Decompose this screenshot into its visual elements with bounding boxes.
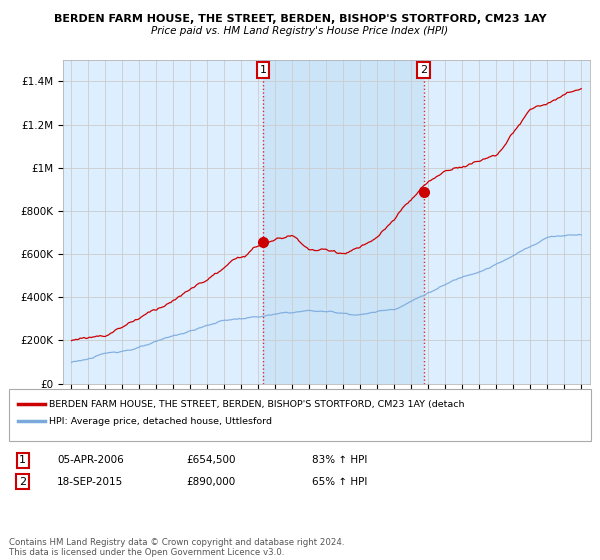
Text: 1: 1 — [19, 455, 26, 465]
Text: HPI: Average price, detached house, Uttlesford: HPI: Average price, detached house, Uttl… — [49, 417, 272, 426]
Text: Contains HM Land Registry data © Crown copyright and database right 2024.
This d: Contains HM Land Registry data © Crown c… — [9, 538, 344, 557]
Text: 05-APR-2006: 05-APR-2006 — [57, 455, 124, 465]
Text: Price paid vs. HM Land Registry's House Price Index (HPI): Price paid vs. HM Land Registry's House … — [151, 26, 449, 36]
Text: 1: 1 — [260, 65, 266, 75]
Text: 2: 2 — [19, 477, 26, 487]
Text: 18-SEP-2015: 18-SEP-2015 — [57, 477, 123, 487]
Text: £654,500: £654,500 — [186, 455, 235, 465]
Text: BERDEN FARM HOUSE, THE STREET, BERDEN, BISHOP'S STORTFORD, CM23 1AY (detach: BERDEN FARM HOUSE, THE STREET, BERDEN, B… — [49, 400, 465, 409]
Text: 83% ↑ HPI: 83% ↑ HPI — [312, 455, 367, 465]
Text: 65% ↑ HPI: 65% ↑ HPI — [312, 477, 367, 487]
Bar — [263, 60, 424, 384]
Text: BERDEN FARM HOUSE, THE STREET, BERDEN, BISHOP'S STORTFORD, CM23 1AY: BERDEN FARM HOUSE, THE STREET, BERDEN, B… — [53, 14, 547, 24]
Text: £890,000: £890,000 — [186, 477, 235, 487]
Text: 2: 2 — [420, 65, 427, 75]
